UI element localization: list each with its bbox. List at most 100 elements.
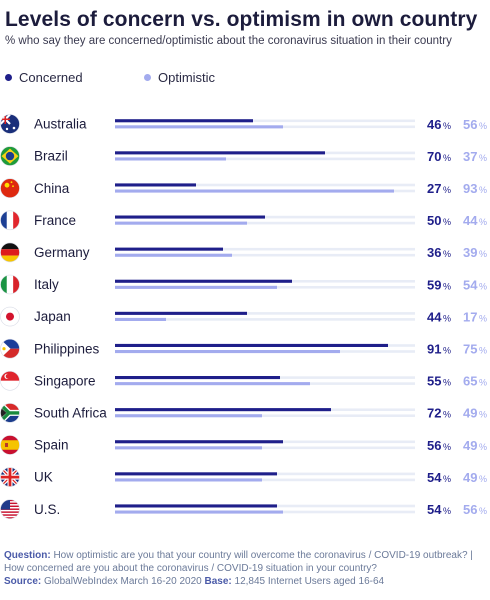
category-label: Philippines [34,341,100,356]
bar-track [115,478,415,482]
bar-optimistic-japan [115,317,166,321]
bar-optimistic-south-africa [115,414,262,418]
china-flag-icon [0,178,20,198]
uk-flag-icon [0,467,20,487]
chart-row-spain: Spain 56% 49% [0,435,487,455]
value-label-concerned-china: 27% [427,181,451,196]
value-label-optimistic-japan: 17% [463,309,487,324]
value-label-concerned-brazil: 70% [427,149,451,164]
us-flag-icon [0,499,20,520]
legend-label-concerned: Concerned [19,70,83,85]
value-label-optimistic-u-s: 56% [463,502,487,517]
value-label-optimistic-france: 44% [463,213,487,228]
bar-concerned-singapore [115,376,280,380]
category-label: Australia [34,117,87,132]
category-label: Germany [34,245,90,260]
chart-row-brazil: Brazil 70% 37% [0,146,487,166]
bar-optimistic-brazil [115,157,226,161]
bar-concerned-japan [115,311,247,315]
bar-concerned-france [115,215,265,219]
bar-track [115,183,415,187]
france-flag-icon [0,210,20,231]
bar-concerned-spain [115,440,283,444]
footer-question-text: How optimistic are you that your country… [4,550,473,574]
bar-concerned-australia [115,119,253,123]
chart-title: Levels of concern vs. optimism in own co… [5,8,478,31]
value-label-concerned-uk: 54% [427,470,451,485]
legend-dot-optimistic [144,74,151,81]
value-label-optimistic-china: 93% [463,181,487,196]
value-label-optimistic-uk: 49% [463,470,487,485]
footer-source-text: GlobalWebIndex March 16-20 2020 [44,576,202,587]
singapore-flag-icon [0,370,20,391]
value-label-optimistic-australia: 56% [463,117,487,132]
value-label-optimistic-philippines: 75% [463,342,487,357]
chart-row-australia: Australia 46% 56% [0,114,487,134]
bar-track [115,157,415,161]
germany-flag-icon [0,242,20,263]
bar-track [115,221,415,225]
value-label-concerned-singapore: 55% [427,374,451,389]
bar-concerned-italy [115,279,292,283]
legend-label-optimistic: Optimistic [158,70,216,85]
value-label-optimistic-south-africa: 49% [463,406,487,421]
bar-track [115,247,415,251]
chart-plot: Australia 46% 56 % Brazil 70% 37 % China 27% 93 % Fr… [0,114,487,520]
chart-row-south-africa: South Africa 72% 49% [0,403,487,423]
chart-row-france: France 50% 44% [0,210,487,231]
bar-concerned-brazil [115,151,325,155]
value-label-optimistic-spain: 49% [463,438,487,453]
value-label-concerned-philippines: 91% [427,342,451,357]
value-label-concerned-france: 50% [427,213,451,228]
category-label: South Africa [34,406,107,421]
chart-subtitle: % who say they are concerned/optimistic … [5,35,452,47]
value-label-concerned-u-s: 54% [427,502,451,517]
chart-row-japan: Japan 44% 17% [0,306,487,327]
bar-track [115,119,415,123]
bar-concerned-philippines [115,343,388,347]
south-africa-flag-icon [0,403,20,423]
bar-track [115,253,415,257]
philippines-flag-icon [0,338,20,359]
bar-track [115,312,415,315]
footer-base-label: Base: [204,576,232,587]
bar-concerned-u-s [115,504,277,508]
chart-row-u-s: U.S. 54% 56% [0,499,487,520]
value-label-optimistic-italy: 54% [463,277,487,292]
chart-row-italy: Italy 59% 54% [0,274,487,295]
chart-row-singapore: Singapore 55% 65% [0,370,487,391]
chart-row-germany: Germany 36% 39% [0,242,487,263]
category-label: Singapore [34,373,96,388]
category-label: U.S. [34,502,60,517]
category-label: France [34,213,76,228]
value-label-concerned-japan: 44% [427,309,451,324]
chart-row-uk: UK 54% 49% [0,467,487,487]
bar-optimistic-china [115,189,394,193]
bar-optimistic-australia [115,125,283,129]
value-label-concerned-south-africa: 72% [427,406,451,421]
bar-track [115,318,415,321]
chart-footer: Question: How optimistic are you that yo… [4,549,486,588]
italy-flag-icon [0,274,20,295]
footer-source-label: Source: [4,576,42,587]
australia-flag-icon [0,114,20,134]
category-label: Brazil [34,149,68,164]
bar-concerned-germany [115,247,223,251]
bar-optimistic-singapore [115,382,310,386]
chart-row-philippines: Philippines 91% 75% [0,338,487,359]
bar-concerned-south-africa [115,408,331,412]
legend-item-concerned: Concerned [5,70,83,85]
bar-optimistic-uk [115,478,262,482]
bar-optimistic-germany [115,253,232,257]
legend-dot-concerned [5,74,12,81]
bar-optimistic-france [115,221,247,225]
footer-question-label: Question: [4,550,51,561]
japan-flag-icon [0,306,20,327]
category-label: Italy [34,277,59,292]
bar-concerned-china [115,183,196,187]
bar-optimistic-spain [115,446,262,450]
bar-concerned-uk [115,472,277,476]
bar-optimistic-philippines [115,350,340,354]
spain-flag-icon [0,435,20,455]
category-label: China [34,181,70,196]
